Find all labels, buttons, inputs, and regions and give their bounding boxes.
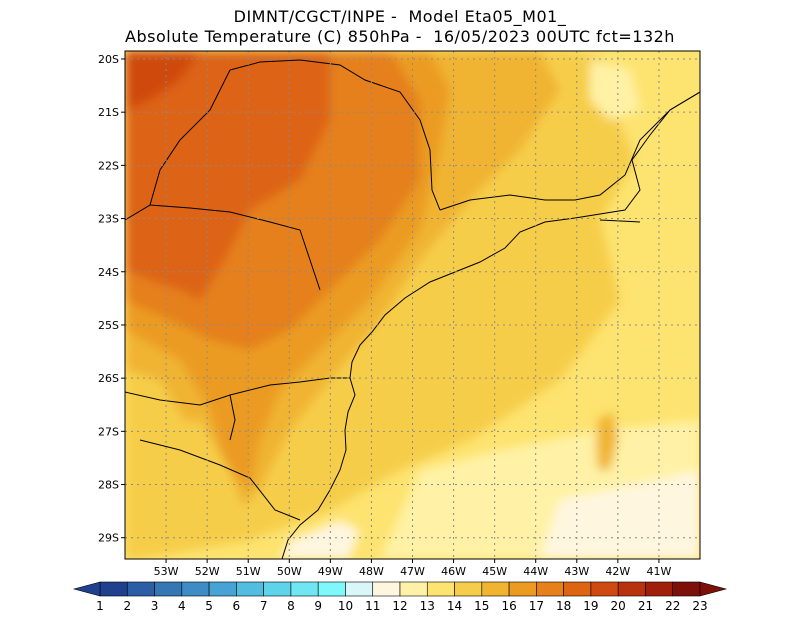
colorbar-swatch — [126, 581, 155, 597]
lat-label: 22S — [98, 159, 119, 172]
state-border-mg-rj-es — [439, 91, 700, 211]
colorbar-swatch — [345, 581, 374, 597]
zone-12-patch — [590, 60, 640, 120]
lon-label: 53W — [154, 565, 179, 578]
colorbar-swatch — [617, 581, 646, 597]
chart-subtitle: Absolute Temperature (C) 850hPa - 16/05/… — [125, 27, 675, 46]
zone-19 — [125, 51, 200, 110]
colorbar-swatch — [508, 581, 537, 597]
temperature-field — [125, 51, 700, 559]
zone-11-coast — [280, 520, 360, 559]
lon-label: 48W — [359, 565, 384, 578]
colorbar-swatch — [372, 581, 401, 597]
colorbar-arrow-low — [72, 581, 101, 597]
colorbar-swatch — [263, 581, 292, 597]
colorbar-label: 5 — [205, 599, 213, 613]
lon-label: 51W — [236, 565, 261, 578]
colorbar-label: 15 — [474, 599, 489, 613]
lon-label: 42W — [605, 565, 630, 578]
colorbar-swatch — [99, 581, 128, 597]
colorbar-label: 21 — [638, 599, 653, 613]
lon-label: 43W — [564, 565, 589, 578]
state-border-es — [599, 219, 641, 223]
colorbar-label: 6 — [233, 599, 241, 613]
colorbar-label: 8 — [287, 599, 295, 613]
zone-11-south — [540, 470, 700, 559]
colorbar-swatch — [426, 581, 455, 597]
lat-label: 23S — [98, 213, 119, 226]
colorbar-label: 13 — [420, 599, 435, 613]
latitude-labels: 20S 21S 22S 23S 24S 25S 26S 27S 28S 29S — [98, 53, 125, 545]
colorbar-label: 7 — [260, 599, 268, 613]
map-grid — [125, 51, 700, 559]
colorbar-swatch — [290, 581, 319, 597]
colorbar-label: 19 — [583, 599, 598, 613]
lat-label: 29S — [98, 532, 119, 545]
colorbar-swatch — [536, 581, 564, 597]
colorbar-label: 2 — [123, 599, 131, 613]
zone-16-spot — [596, 412, 618, 470]
colorbar-label: 17 — [529, 599, 544, 613]
colorbar-label: 20 — [611, 599, 626, 613]
colorbar-label: 3 — [151, 599, 159, 613]
colorbar-label: 12 — [392, 599, 407, 613]
colorbar-swatch — [645, 581, 674, 597]
lat-label: 27S — [98, 425, 119, 438]
colorbar-label: 18 — [556, 599, 571, 613]
state-border-mg-sp — [229, 59, 441, 211]
colorbar-label: 22 — [665, 599, 680, 613]
colorbar-label: 16 — [501, 599, 516, 613]
colorbar-swatch — [154, 581, 183, 597]
state-border-ms — [125, 69, 231, 221]
colorbar-label: 23 — [692, 599, 707, 613]
lat-label: 20S — [98, 53, 119, 66]
lat-label: 21S — [98, 106, 119, 119]
lon-label: 50W — [277, 565, 302, 578]
colorbar-swatch — [236, 581, 264, 597]
colorbar-swatch — [181, 581, 210, 597]
colorbar-label: 1 — [96, 599, 104, 613]
lon-label: 44W — [523, 565, 548, 578]
zone-18 — [125, 51, 330, 300]
zone-14-south — [125, 420, 250, 540]
lon-label: 45W — [482, 565, 507, 578]
colorbar-swatch — [672, 581, 701, 597]
lon-label: 47W — [400, 565, 425, 578]
lat-label: 25S — [98, 319, 119, 332]
colorbar-swatch — [563, 581, 592, 597]
colorbar-swatch — [481, 581, 510, 597]
state-border-sp-pr — [149, 204, 321, 291]
colorbar-swatch — [454, 581, 483, 597]
colorbar-swatch — [317, 581, 346, 597]
chart-title: DIMNT/CGCT/INPE - Model Eta05_M01_ — [233, 7, 567, 26]
lat-label: 26S — [98, 372, 119, 385]
zone-12-east — [600, 51, 700, 360]
lon-label: 46W — [441, 565, 466, 578]
coastline — [281, 91, 700, 559]
lat-label: 28S — [98, 479, 119, 492]
colorbar-label: 4 — [178, 599, 186, 613]
lon-label: 52W — [195, 565, 220, 578]
coastline-borders — [125, 59, 700, 559]
longitude-labels: 53W 52W 51W 50W 49W 48W 47W 46W 45W 44W 43W 42W 41W — [154, 559, 671, 578]
country-border-west — [125, 391, 236, 441]
lat-label: 24S — [98, 266, 119, 279]
colorbar: 1 2 3 4 5 6 7 8 9 10 11 12 13 14 15 16 17 18 19 20 21 22 23 — [72, 581, 728, 613]
lon-label: 41W — [646, 565, 671, 578]
colorbar-label: 10 — [338, 599, 353, 613]
state-border-sc-rs — [139, 439, 301, 521]
colorbar-arrow-high — [699, 581, 728, 597]
colorbar-label: 14 — [447, 599, 462, 613]
colorbar-swatch — [590, 581, 619, 597]
colorbar-label: 11 — [365, 599, 380, 613]
colorbar-swatch — [208, 581, 237, 597]
colorbar-label: 9 — [314, 599, 322, 613]
colorbar-swatch — [399, 581, 428, 597]
lon-label: 49W — [318, 565, 343, 578]
